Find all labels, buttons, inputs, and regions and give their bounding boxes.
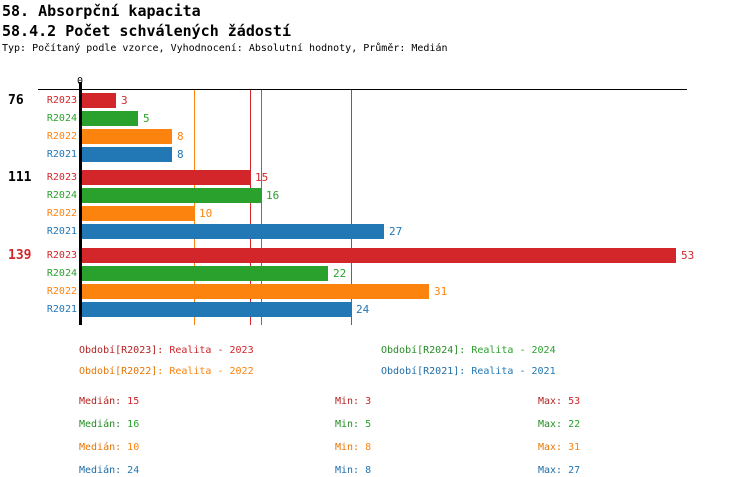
legend-entry-R2021: Období[R2021]: Realita - 2021	[381, 366, 556, 378]
bar-R2024	[82, 188, 261, 203]
stat-label: Max:	[538, 396, 569, 407]
stat-R2023-2: Max: 53	[538, 396, 580, 408]
bar-value-label: 3	[121, 94, 128, 107]
stat-R2024-1: Min: 5	[335, 419, 371, 431]
stat-label: Min:	[335, 442, 366, 453]
group-label: 139	[8, 248, 32, 263]
page-title: 58. Absorpční kapacita	[2, 2, 201, 20]
bar-value-label: 5	[143, 112, 150, 125]
stat-label: Medián:	[79, 465, 128, 476]
stat-label: Max:	[538, 465, 569, 476]
chart-meta-line: Typ: Počítaný podle vzorce, Vyhodnocení:…	[2, 43, 448, 54]
stat-value: 53	[568, 396, 581, 407]
stat-value: 8	[365, 465, 372, 476]
stat-label: Max:	[538, 442, 569, 453]
bar-R2023	[82, 248, 676, 263]
stat-R2023-1: Min: 3	[335, 396, 371, 408]
median-line-R2024	[261, 90, 262, 325]
bar-value-label: 10	[199, 207, 213, 220]
stat-value: 31	[568, 442, 581, 453]
bar-row-label: R2021	[46, 304, 77, 315]
legend-entry-R2023: Období[R2023]: Realita - 2023	[79, 345, 254, 357]
bar-R2024	[82, 111, 138, 126]
page-subtitle: 58.4.2 Počet schválených žádostí	[2, 22, 291, 40]
legend-entry-label: Období[R2024]:	[381, 345, 472, 356]
stat-label: Max:	[538, 419, 569, 430]
bar-value-label: 15	[255, 171, 269, 184]
bar-value-label: 24	[356, 303, 370, 316]
stat-R2021-1: Min: 8	[335, 465, 371, 477]
bar-row-label: R2022	[46, 208, 77, 219]
bar-row-label: R2024	[46, 190, 77, 201]
bar-row-label: R2021	[46, 226, 77, 237]
x-axis-line	[38, 89, 687, 90]
bar-row-label: R2024	[46, 268, 77, 279]
bar-row-label: R2023	[46, 250, 77, 261]
stat-R2022-1: Min: 8	[335, 442, 371, 454]
stat-label: Min:	[335, 465, 366, 476]
bar-value-label: 22	[333, 267, 347, 280]
legend-entry-R2024: Období[R2024]: Realita - 2024	[381, 345, 556, 357]
bar-R2024	[82, 266, 328, 281]
bar-R2022	[82, 284, 429, 299]
bar-value-label: 31	[434, 285, 448, 298]
bar-R2022	[82, 129, 172, 144]
stat-label: Min:	[335, 419, 366, 430]
stat-R2021-2: Max: 27	[538, 465, 580, 477]
stat-value: 8	[365, 442, 372, 453]
median-line-R2021	[351, 90, 352, 325]
legend-entry-value: Realita - 2023	[169, 345, 254, 356]
stat-R2024-0: Medián: 16	[79, 419, 139, 431]
bar-R2023	[82, 170, 250, 185]
group-label: 111	[8, 170, 32, 185]
stat-label: Medián:	[79, 396, 128, 407]
bar-R2021	[82, 302, 351, 317]
stat-value: 3	[365, 396, 372, 407]
bar-R2023	[82, 93, 116, 108]
legend-entry-label: Období[R2023]:	[79, 345, 170, 356]
stat-R2022-0: Medián: 10	[79, 442, 139, 454]
stat-value: 16	[127, 419, 140, 430]
stat-label: Medián:	[79, 419, 128, 430]
bar-value-label: 16	[266, 189, 280, 202]
stat-value: 24	[127, 465, 140, 476]
bar-value-label: 8	[177, 130, 184, 143]
legend-entry-value: Realita - 2024	[471, 345, 556, 356]
stat-R2022-2: Max: 31	[538, 442, 580, 454]
bar-R2022	[82, 206, 194, 221]
bar-value-label: 8	[177, 148, 184, 161]
stat-label: Medián:	[79, 442, 128, 453]
bar-value-label: 53	[681, 249, 695, 262]
bar-row-label: R2022	[46, 131, 77, 142]
bar-R2021	[82, 147, 172, 162]
median-line-R2023	[250, 90, 251, 325]
bar-value-label: 27	[389, 225, 403, 238]
y-axis-line	[79, 82, 82, 325]
bar-row-label: R2023	[46, 95, 77, 106]
median-line-R2022	[194, 90, 195, 325]
bar-row-label: R2024	[46, 113, 77, 124]
stat-R2021-0: Medián: 24	[79, 465, 139, 477]
bar-row-label: R2022	[46, 286, 77, 297]
bar-R2021	[82, 224, 384, 239]
x-axis-zero-tick-label: 0	[70, 76, 90, 88]
stat-value: 15	[127, 396, 140, 407]
legend-entry-label: Období[R2022]:	[79, 366, 170, 377]
legend-entry-R2022: Období[R2022]: Realita - 2022	[79, 366, 254, 378]
stat-value: 22	[568, 419, 581, 430]
legend-entry-value: Realita - 2022	[169, 366, 254, 377]
bar-row-label: R2021	[46, 149, 77, 160]
stat-R2023-0: Medián: 15	[79, 396, 139, 408]
legend-entry-value: Realita - 2021	[471, 366, 556, 377]
group-label: 76	[8, 93, 24, 108]
legend-entry-label: Období[R2021]:	[381, 366, 472, 377]
bar-row-label: R2023	[46, 172, 77, 183]
stat-label: Min:	[335, 396, 366, 407]
stat-value: 27	[568, 465, 581, 476]
stat-R2024-2: Max: 22	[538, 419, 580, 431]
stat-value: 5	[365, 419, 372, 430]
stat-value: 10	[127, 442, 140, 453]
